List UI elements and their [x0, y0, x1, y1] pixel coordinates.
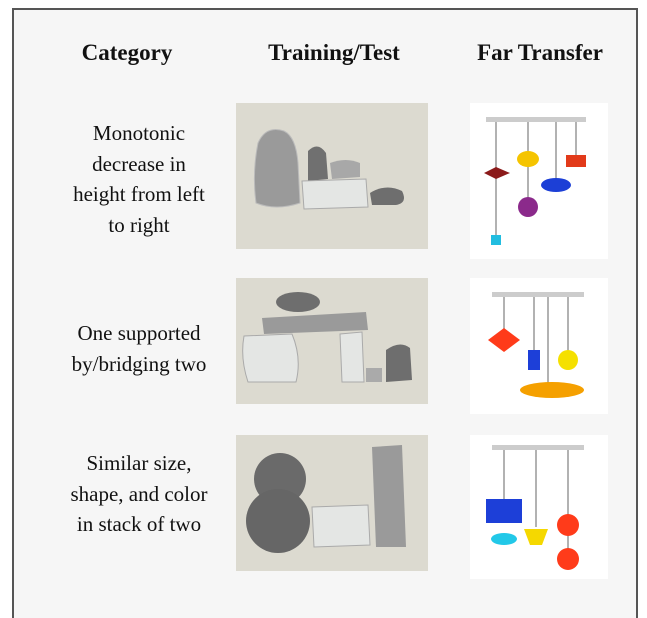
column-header: Training/Test	[268, 40, 400, 65]
training-image	[236, 435, 428, 571]
text-line: height from left	[73, 182, 205, 206]
category-text: Similar size, shape, and color in stack …	[34, 448, 244, 540]
category-text: Monotonic decrease in height from left t…	[34, 118, 244, 240]
transfer-image	[470, 435, 608, 579]
text-line: Monotonic	[92, 121, 186, 145]
text-line: by/bridging two	[71, 351, 207, 376]
text-line: decrease in	[92, 151, 186, 176]
category-text: One supported by/bridging two	[34, 318, 244, 379]
training-image	[236, 103, 428, 249]
text-line: One supported	[77, 321, 201, 345]
text-line: Similar size,	[86, 451, 192, 475]
transfer-image	[470, 103, 608, 259]
column-header: Category	[81, 40, 173, 65]
training-image	[236, 278, 428, 404]
text-line: to right	[108, 212, 170, 237]
transfer-image	[470, 278, 608, 414]
text-line: in stack of two	[76, 512, 202, 536]
figure-frame: Category Training/Test Far Transfer Mono…	[12, 8, 638, 618]
text-line: shape, and color	[70, 481, 208, 506]
column-header: Far Transfer	[477, 40, 603, 65]
